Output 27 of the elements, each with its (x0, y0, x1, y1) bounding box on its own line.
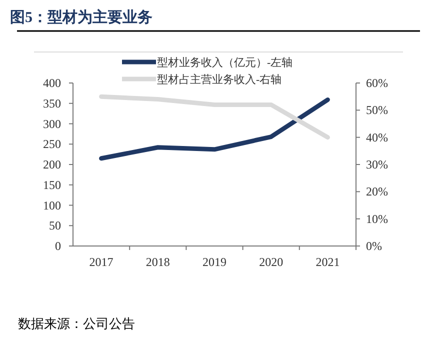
x-tick-label: 2017 (89, 255, 114, 269)
y-tick-label: 400 (43, 76, 61, 90)
x-tick-label: 2020 (259, 255, 284, 269)
y-tick-label: 200 (43, 158, 61, 172)
y2-tick-label: 40% (366, 130, 388, 144)
chart-title: 图5：型材为主要业务 (10, 8, 152, 26)
line-series (99, 97, 330, 161)
y2-tick-label: 60% (366, 76, 388, 90)
source-note: 数据来源：公司公告 (18, 316, 135, 331)
y2-tick-label: 10% (366, 212, 388, 226)
y-tick-label: 100 (43, 198, 61, 212)
x-tick-label: 2019 (202, 255, 226, 269)
y-tick-label: 250 (43, 137, 61, 152)
y2-tick-label: 20% (366, 184, 388, 199)
legend-label: 型材占主营业务收入-右轴 (157, 73, 282, 86)
y-tick-label: 50 (49, 218, 61, 233)
legend-label: 型材业务收入（亿元）-左轴 (157, 56, 293, 69)
y-tick-label: 350 (43, 96, 61, 110)
y-tick-label: 150 (43, 178, 61, 192)
y-tick-label: 300 (43, 116, 61, 131)
y-tick-label: 0 (55, 239, 61, 253)
y2-tick-label: 30% (366, 158, 388, 172)
y2-tick-label: 0% (366, 239, 382, 253)
x-tick-label: 2021 (316, 255, 340, 269)
line-series (99, 94, 330, 140)
x-tick-label: 2018 (146, 255, 170, 269)
y2-tick-label: 50% (366, 103, 388, 118)
